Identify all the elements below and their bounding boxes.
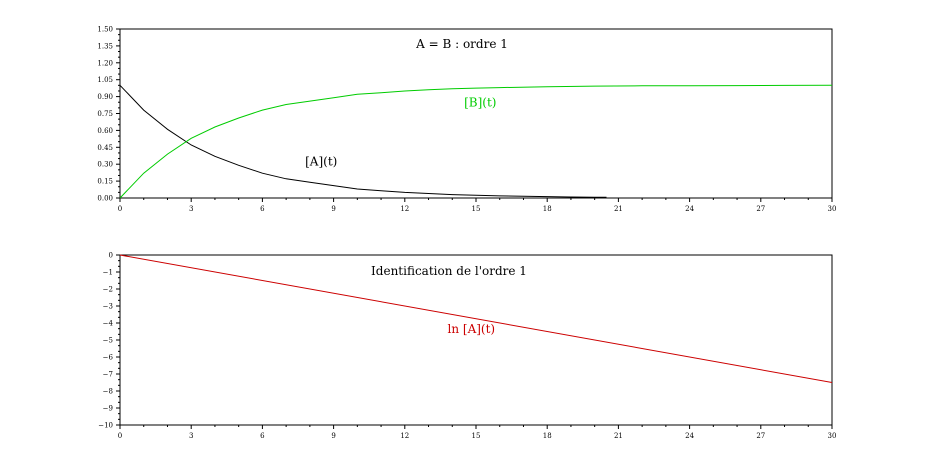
y-tick-label: 1.50 [97,26,113,34]
y-tick-label: 1.35 [97,42,113,50]
y-tick-label: −1 [103,269,113,277]
series-line-0 [119,84,607,198]
x-tick-label: 9 [331,432,335,440]
y-tick-label: −10 [98,422,113,430]
y-tick-label: 0.60 [97,127,113,135]
x-tick-label: 0 [118,432,122,440]
y-tick-label: 1.05 [97,76,113,84]
x-tick-label: 15 [472,205,481,213]
y-tick-label: 0.45 [97,144,113,152]
y-tick-label: 1.20 [97,59,113,67]
x-tick-label: 30 [828,205,837,213]
y-tick-label: −9 [103,405,113,413]
y-tick-label: −3 [103,303,113,311]
x-tick-label: 30 [828,432,837,440]
plot-annotation: Identification de l'ordre 1 [371,264,527,278]
x-tick-label: 24 [685,205,694,213]
y-tick-label: −4 [103,320,114,328]
plot-annotation: A = B : ordre 1 [415,37,508,51]
y-tick-label: −5 [103,337,113,345]
x-tick-label: 15 [472,432,481,440]
x-tick-label: 18 [543,205,552,213]
series-line-0 [119,254,833,383]
x-tick-label: 3 [189,205,193,213]
x-tick-label: 12 [400,432,409,440]
series-label: [B](t) [464,96,496,110]
series-label: ln [A](t) [448,322,496,336]
x-tick-label: 24 [685,432,694,440]
y-tick-label: 0.30 [97,161,113,169]
y-tick-label: 0.75 [97,110,113,118]
y-tick-label: −7 [103,371,113,379]
y-tick-label: −8 [103,388,113,396]
x-tick-label: 27 [756,205,765,213]
x-tick-label: 6 [260,432,265,440]
y-tick-label: 0.15 [97,178,113,186]
x-tick-label: 27 [756,432,765,440]
x-tick-label: 6 [260,205,265,213]
x-tick-label: 18 [543,432,552,440]
x-tick-label: 9 [331,205,335,213]
log-plot: 0 3 6 9 12 15 18 21 24 27 30−10−9−8−7−6−5−4−3−2−10… [98,252,836,441]
y-tick-label: 0.90 [97,93,113,101]
x-tick-label: 3 [189,432,193,440]
series-label: [A](t) [305,154,337,168]
plot-frame [119,254,833,426]
y-tick-label: −6 [103,354,114,362]
x-tick-label: 21 [614,205,623,213]
series-line-1 [119,84,833,199]
y-tick-label: 0 [109,252,113,260]
x-tick-label: 12 [400,205,409,213]
y-tick-label: 0.00 [97,195,113,203]
plot-frame [119,28,833,199]
x-tick-label: 21 [614,432,623,440]
x-tick-label: 0 [118,205,122,213]
y-tick-label: −2 [103,286,113,294]
kinetics-plot: 0 3 6 9 12 15 18 21 24 27 30 0.00 0.15 0.30 0.45 0.60 0.… [97,26,836,214]
